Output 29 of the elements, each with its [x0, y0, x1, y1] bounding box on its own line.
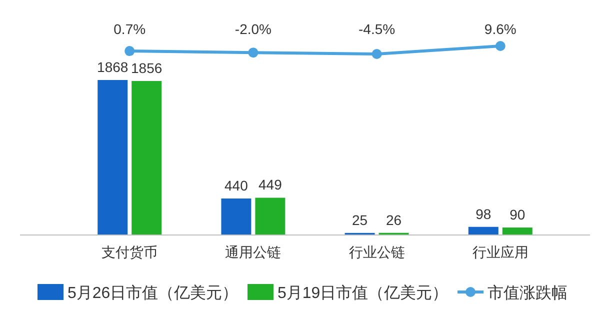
- data-label: 1868: [97, 59, 128, 75]
- data-label: -4.5%: [358, 21, 396, 37]
- x-tick-label: 行业应用: [472, 244, 528, 260]
- data-label: -2.0%: [234, 21, 272, 37]
- data-label: 98: [476, 206, 492, 222]
- bar: [132, 80, 162, 235]
- data-label: 0.7%: [114, 21, 146, 37]
- x-tick-label: 通用公链: [225, 244, 282, 260]
- bar: [255, 198, 286, 235]
- x-tick-label: 行业公链: [348, 244, 405, 260]
- data-label: 25: [352, 212, 368, 228]
- point: [248, 48, 258, 58]
- point: [372, 49, 382, 59]
- bar: [221, 198, 252, 235]
- data-label: 9.6%: [484, 21, 516, 37]
- bar: [98, 80, 128, 235]
- point: [124, 46, 135, 56]
- data-label: 90: [510, 206, 526, 223]
- data-label: 26: [386, 212, 402, 228]
- data-label: 440: [224, 177, 248, 194]
- data-label: 1856: [131, 60, 162, 76]
- legend-label: 5月26日市值（亿美元）: [68, 284, 238, 302]
- point: [495, 41, 506, 51]
- bar: [502, 228, 532, 235]
- bar: [468, 226, 498, 235]
- data-label: 449: [258, 176, 282, 193]
- x-tick-label: 支付货币: [102, 244, 158, 260]
- legend-label: 5月19日市值（亿美元）: [278, 284, 448, 302]
- legend-label: 市值涨跌幅: [488, 284, 568, 302]
